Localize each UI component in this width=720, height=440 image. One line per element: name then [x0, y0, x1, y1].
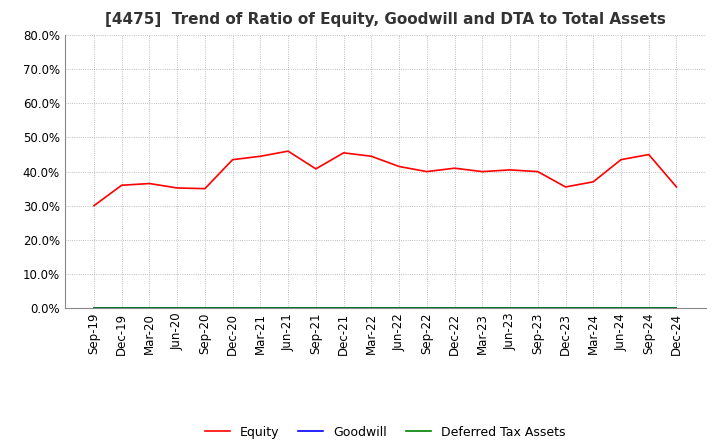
Deferred Tax Assets — [117, 305, 126, 311]
Goodwill — [672, 305, 681, 311]
Goodwill — [534, 305, 542, 311]
Deferred Tax Assets — [256, 305, 265, 311]
Goodwill — [450, 305, 459, 311]
Goodwill — [201, 305, 210, 311]
Goodwill — [228, 305, 237, 311]
Goodwill — [616, 305, 625, 311]
Goodwill — [644, 305, 653, 311]
Equity — [644, 152, 653, 157]
Goodwill — [395, 305, 403, 311]
Goodwill — [173, 305, 181, 311]
Deferred Tax Assets — [589, 305, 598, 311]
Equity — [672, 184, 681, 190]
Equity — [201, 186, 210, 191]
Equity — [145, 181, 154, 186]
Deferred Tax Assets — [616, 305, 625, 311]
Goodwill — [339, 305, 348, 311]
Goodwill — [367, 305, 376, 311]
Goodwill — [256, 305, 265, 311]
Equity — [561, 184, 570, 190]
Deferred Tax Assets — [89, 305, 98, 311]
Equity — [505, 167, 514, 172]
Equity — [589, 179, 598, 184]
Goodwill — [589, 305, 598, 311]
Deferred Tax Assets — [478, 305, 487, 311]
Equity — [395, 164, 403, 169]
Equity — [367, 154, 376, 159]
Goodwill — [561, 305, 570, 311]
Goodwill — [117, 305, 126, 311]
Deferred Tax Assets — [450, 305, 459, 311]
Title: [4475]  Trend of Ratio of Equity, Goodwill and DTA to Total Assets: [4475] Trend of Ratio of Equity, Goodwil… — [105, 12, 665, 27]
Equity — [89, 203, 98, 209]
Goodwill — [312, 305, 320, 311]
Equity — [117, 183, 126, 188]
Deferred Tax Assets — [339, 305, 348, 311]
Goodwill — [423, 305, 431, 311]
Goodwill — [505, 305, 514, 311]
Equity — [534, 169, 542, 174]
Equity — [173, 185, 181, 191]
Deferred Tax Assets — [367, 305, 376, 311]
Equity — [312, 166, 320, 172]
Goodwill — [145, 305, 154, 311]
Equity — [256, 154, 265, 159]
Deferred Tax Assets — [145, 305, 154, 311]
Equity — [616, 157, 625, 162]
Deferred Tax Assets — [201, 305, 210, 311]
Deferred Tax Assets — [534, 305, 542, 311]
Goodwill — [89, 305, 98, 311]
Equity — [450, 165, 459, 171]
Deferred Tax Assets — [228, 305, 237, 311]
Deferred Tax Assets — [672, 305, 681, 311]
Deferred Tax Assets — [284, 305, 292, 311]
Goodwill — [478, 305, 487, 311]
Goodwill — [284, 305, 292, 311]
Deferred Tax Assets — [505, 305, 514, 311]
Deferred Tax Assets — [312, 305, 320, 311]
Legend: Equity, Goodwill, Deferred Tax Assets: Equity, Goodwill, Deferred Tax Assets — [200, 421, 570, 440]
Deferred Tax Assets — [561, 305, 570, 311]
Equity — [339, 150, 348, 155]
Line: Equity: Equity — [94, 151, 677, 206]
Equity — [284, 148, 292, 154]
Equity — [423, 169, 431, 174]
Equity — [228, 157, 237, 162]
Deferred Tax Assets — [395, 305, 403, 311]
Deferred Tax Assets — [173, 305, 181, 311]
Equity — [478, 169, 487, 174]
Deferred Tax Assets — [423, 305, 431, 311]
Deferred Tax Assets — [644, 305, 653, 311]
